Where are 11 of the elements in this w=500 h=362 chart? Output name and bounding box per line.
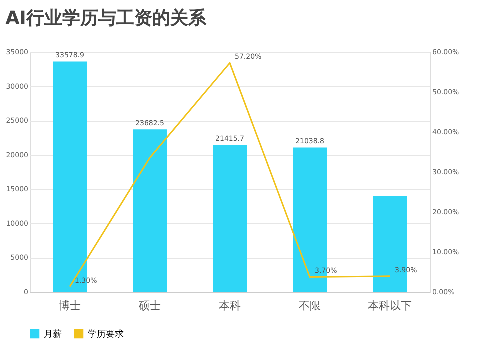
bar [133,130,167,292]
x-tick-label: 本科以下 [368,300,412,312]
x-tick-label: 不限 [299,300,321,312]
legend-label: 月薪 [44,329,62,340]
legend-label: 学历要求 [88,329,124,340]
x-tick-label: 硕士 [138,300,161,312]
bar [213,145,247,292]
x-tick-label: 本科 [219,300,241,312]
line-series [69,62,391,288]
x-tick-label: 博士 [59,300,81,312]
chart-title: AI行业学历与工资的关系 [6,8,208,29]
